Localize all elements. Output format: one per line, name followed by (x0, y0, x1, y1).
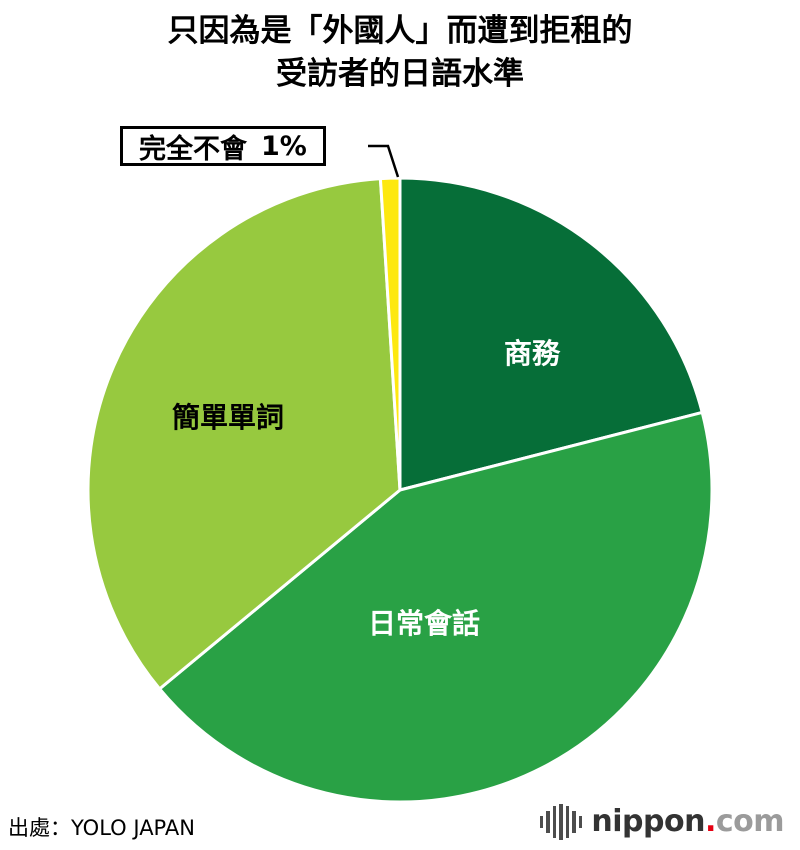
pie-slice-2 (86, 177, 402, 691)
callout-box: 完全不會 1% (120, 126, 326, 166)
source-text: 出處：YOLO JAPAN (8, 816, 195, 840)
callout-percent: 1% (261, 130, 307, 162)
pie-slices (86, 176, 714, 804)
logo-dot: . (704, 804, 716, 839)
chart-title-line1: 只因為是「外國人」而遭到拒租的 (167, 13, 633, 49)
waveform-icon (539, 804, 583, 840)
nippon-wordmark: nippon.com (591, 807, 784, 837)
logo-brand-text: nippon (591, 804, 705, 839)
nippon-logo: nippon.com (539, 804, 785, 840)
logo-tld-text: com (715, 804, 785, 839)
callout-label: 完全不會 (139, 133, 247, 165)
pie-slice-3 (378, 176, 402, 492)
pie-slice-0 (398, 176, 704, 492)
callout-leader-line (368, 144, 400, 178)
chart-title: 只因為是「外國人」而遭到拒租的 受訪者的日語水準 (0, 10, 800, 96)
chart-title-line2: 受訪者的日語水準 (276, 55, 524, 92)
pie-slice-1 (158, 410, 714, 804)
